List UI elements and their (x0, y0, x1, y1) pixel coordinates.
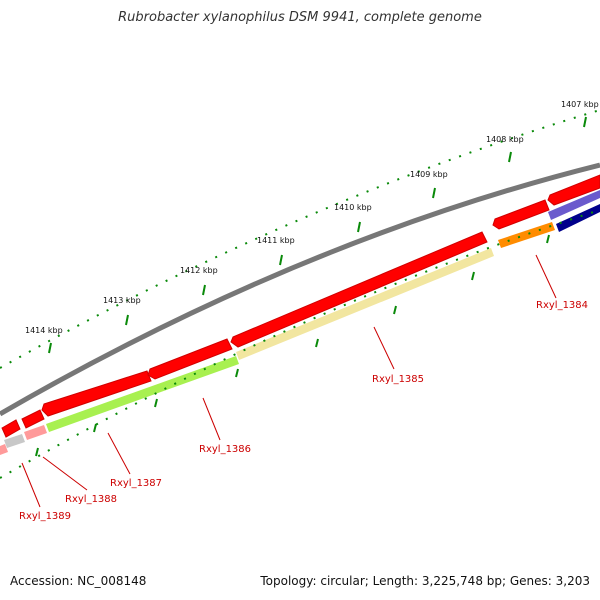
label-leaders (21, 254, 557, 508)
gene-label: Rxyl_1387 (110, 478, 162, 489)
kbp-label: 1412 kbp (180, 266, 218, 275)
gene-label: Rxyl_1389 (19, 511, 71, 522)
tick-1411 (279, 254, 283, 266)
kbp-label: 1410 kbp (334, 203, 372, 212)
cds-arrow (21, 409, 45, 429)
cds-arrow (147, 338, 233, 380)
gene-bar-1387 (46, 356, 239, 432)
gene-bar-1388 (24, 425, 47, 440)
accession-label: Accession: (10, 574, 74, 588)
tick-1412 (202, 284, 206, 296)
leader-1388 (42, 456, 88, 491)
gene-bar-1389 (4, 434, 25, 448)
inner-scale-ticks (0, 209, 600, 479)
kbp-label: 1407 kbp (561, 100, 599, 109)
kbp-label: 1409 kbp (410, 170, 448, 179)
cds-arrow (547, 174, 600, 206)
kbp-label: 1408 kbp (486, 135, 524, 144)
tick-1410 (357, 221, 361, 233)
leader-1384 (535, 254, 557, 299)
tick-1413 (125, 314, 129, 326)
kbp-label: 1411 kbp (257, 236, 295, 245)
genome-backbone (0, 162, 600, 417)
cds-arrow (41, 370, 152, 417)
cds-arrow (1, 419, 21, 438)
kbp-label: 1413 kbp (103, 296, 141, 305)
inner-tick (35, 447, 39, 457)
gene-labels: Rxyl_1384 Rxyl_1385 Rxyl_1386 Rxyl_1387 … (19, 300, 588, 522)
leader-1386 (202, 397, 221, 441)
gene-bar-1384 (498, 222, 555, 248)
tick-1409 (432, 187, 436, 199)
kbp-label: 1414 kbp (25, 326, 63, 335)
accession-info: Accession: NC_008148 (10, 574, 146, 588)
tick-1407 (583, 116, 587, 128)
tick-1408 (508, 151, 512, 163)
gene-label: Rxyl_1386 (199, 444, 251, 455)
inner-tick (93, 423, 97, 433)
leader-1385 (373, 326, 395, 370)
gene-bar (0, 444, 8, 455)
gene-features (0, 190, 600, 455)
gene-label: Rxyl_1388 (65, 494, 117, 505)
cds-arrow (230, 231, 488, 348)
gene-bar (556, 204, 600, 232)
kbp-labels: 1407 kbp 1408 kbp 1409 kbp 1410 kbp 1411… (25, 100, 599, 335)
tick-1414 (48, 342, 52, 354)
accession-value: NC_008148 (77, 574, 147, 588)
inner-tick (235, 368, 239, 378)
leader-1389 (21, 462, 41, 508)
gene-label: Rxyl_1385 (372, 374, 424, 385)
inner-tick (546, 234, 550, 244)
gene-bar-1385 (236, 248, 494, 360)
gene-label: Rxyl_1384 (536, 300, 588, 311)
map-title: Rubrobacter xylanophilus DSM 9941, compl… (118, 10, 482, 25)
inner-major-ticks (35, 234, 550, 457)
leader-1387 (107, 432, 131, 475)
cds-arrow (492, 199, 550, 230)
forward-strand (1, 174, 600, 438)
inner-tick (471, 271, 475, 281)
gene-bar (548, 190, 600, 220)
inner-tick (315, 338, 319, 348)
inner-tick (393, 305, 397, 315)
inner-tick (154, 398, 158, 408)
genome-stats: Topology: circular; Length: 3,225,748 bp… (260, 574, 590, 588)
outer-major-ticks (48, 116, 587, 354)
